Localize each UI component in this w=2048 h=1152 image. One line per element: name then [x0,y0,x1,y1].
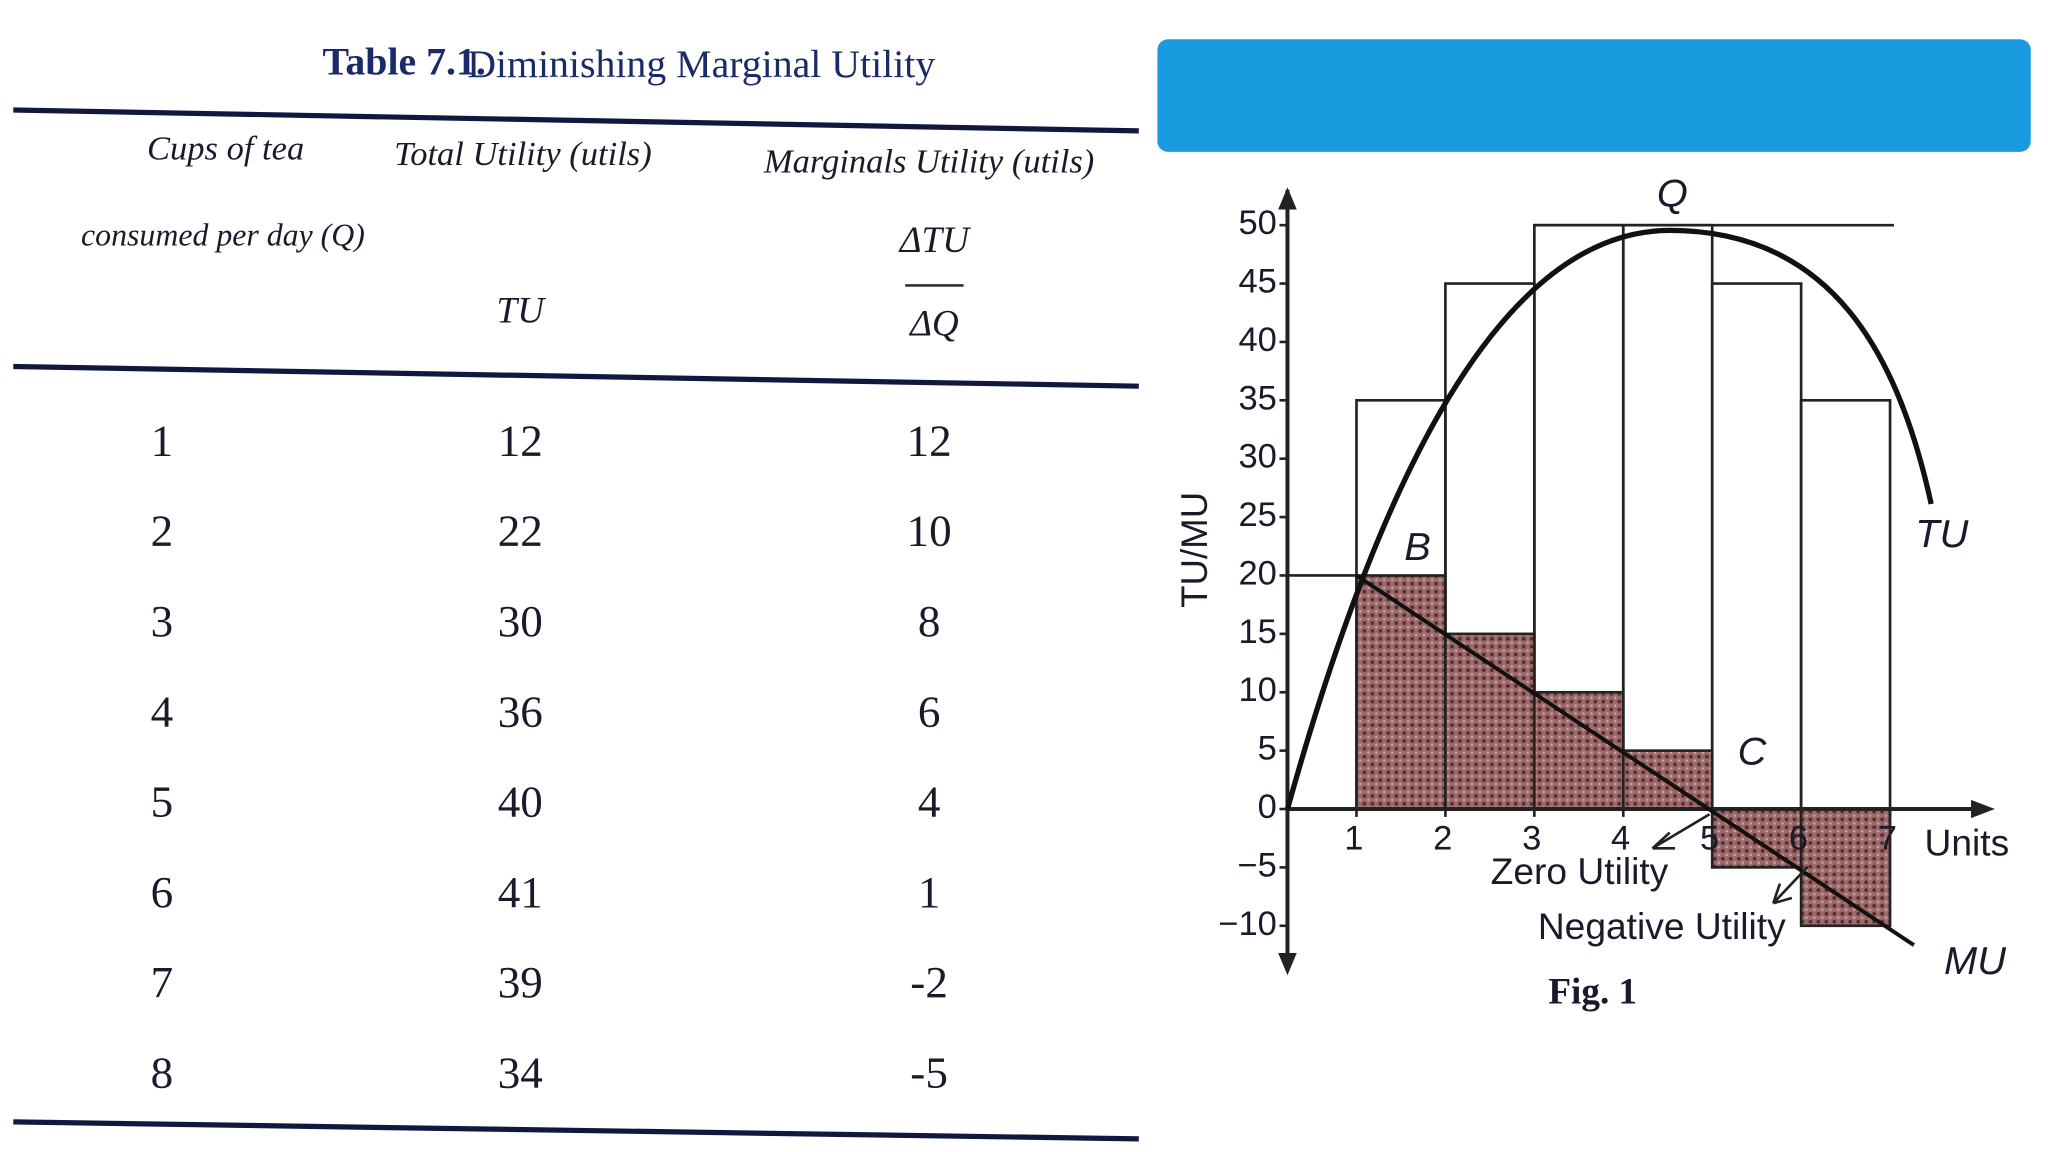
table-cell: 2 [151,506,174,556]
tu-curve [1284,227,1934,810]
header: TU [497,290,547,331]
mu-bar [1710,807,1803,869]
x-tick-label: 5 [1700,820,1719,858]
table-cell: 39 [498,958,543,1008]
caption: Fig. 1 [1548,971,1637,1012]
header: ΔTU [898,219,972,260]
table-cell: 7 [151,958,174,1008]
arrow [1971,799,1995,819]
x-tick-label: 1 [1344,820,1363,858]
y-tick-label: 30 [1238,438,1276,476]
table-cell: 4 [151,687,174,737]
y-tick-label: 45 [1238,263,1276,301]
table-cell: 12 [907,416,952,466]
rule [13,107,1139,134]
x-tick-label: 7 [1878,820,1897,858]
y-tick-label: 10 [1238,671,1276,709]
table-cell: 12 [498,416,543,466]
table-title-bold: Table 7.1. [323,40,486,84]
table-cell: 10 [907,506,952,556]
table-cell: 6 [918,687,941,737]
table-cell: 8 [918,596,941,646]
table-body: 1 12 122 22 103 30 84 36 65 40 46 41 17 39 -28 34 -5 [151,416,952,1098]
banner [1157,39,2031,152]
y-tick-label: 40 [1238,321,1276,359]
x-tick-label: 3 [1522,820,1541,858]
y-tick-label: 25 [1238,496,1276,534]
rule [13,363,1139,389]
x-tick-label: 4 [1611,820,1630,858]
y-tick-label: −10 [1218,905,1277,943]
table-cell: 3 [151,596,174,646]
header: Total Utility (utils) [394,135,652,173]
mu-bar [1799,807,1892,928]
table-cell: 30 [498,596,543,646]
mu-bar [1444,632,1536,811]
header: Cups of tea [147,130,304,168]
header: Marginals Utility (utils) [763,143,1094,181]
table-cell: 22 [498,506,543,556]
mu-bar [1355,574,1447,811]
figure-label: MU [1944,939,2006,983]
table-cell: 8 [151,1048,174,1098]
y-tick-label: 5 [1258,730,1277,768]
figure-label: Negative Utility [1538,906,1786,947]
figure-label: TU [1915,512,1969,556]
table-cell: 1 [918,867,941,917]
table-cell: 34 [498,1048,543,1098]
mu-line [1355,573,1916,947]
y-tick-label: 0 [1258,788,1277,826]
y-tick-label: 50 [1238,204,1276,242]
table-cell: -2 [910,958,948,1008]
tu-bar [1799,399,1892,811]
table-cell: 6 [151,867,174,917]
x-tick-label: 2 [1433,820,1452,858]
tu-bar [1621,223,1714,811]
pointer [1651,813,1809,905]
table-cell: -5 [910,1048,948,1098]
y-tick-label: 15 [1238,613,1276,651]
y-tick-label: −5 [1238,847,1277,885]
y-tick-label: 20 [1238,555,1276,593]
figure-label: Q [1657,172,1688,216]
rule [13,1119,1139,1142]
x-unit: Units [1925,823,2010,864]
mu-bar [1533,690,1625,811]
x-tick-label: 6 [1789,820,1808,858]
table-cell: 1 [151,416,174,466]
table-title: Diminishing Marginal Utility [467,42,935,86]
figure-label: Zero Utility [1491,851,1669,892]
table-cell: 40 [498,777,543,827]
header: consumed per day (Q) [81,218,365,253]
y-label: TU/MU [1174,492,1215,608]
table-cell: 5 [151,777,174,827]
figure-label: B [1404,525,1431,569]
table-cell: 36 [498,687,543,737]
table-cell: 4 [918,777,941,827]
table-cell: 41 [498,867,543,917]
y-tick-label: 35 [1238,380,1276,418]
header: ΔQ [908,303,959,344]
figure-label: C [1738,730,1767,774]
